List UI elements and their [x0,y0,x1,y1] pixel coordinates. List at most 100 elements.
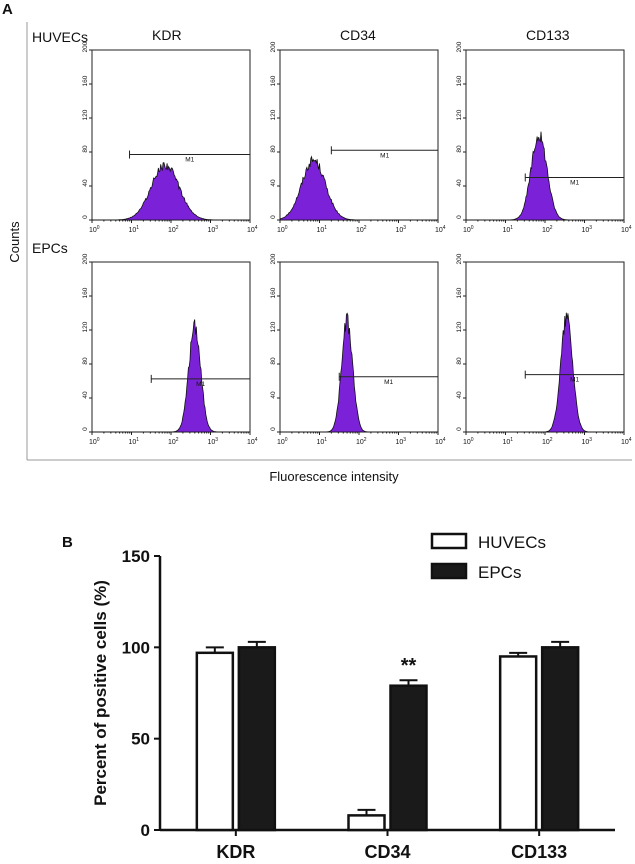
bar-epcs-kdr [237,646,277,832]
gate-label: M1 [196,381,205,388]
x-tick-label: 103 [582,225,593,234]
y-tick-label: 120 [270,109,277,120]
y-tick-label: 0 [456,427,463,431]
y-tick-label: 120 [456,109,463,120]
col-label-cd133: CD133 [526,27,570,43]
x-tick-label: 103 [396,437,407,446]
histogram-area [466,131,624,221]
gate-label: M1 [384,379,393,386]
y-tick-label: 40 [82,179,89,187]
x-tick-label: 100 [463,437,474,446]
y-tick-label: 200 [82,41,89,52]
gate-label: M1 [570,180,579,187]
bar-chart: 0 50 100 150 Percent of positive cells (%) KD… [91,532,615,862]
y-tick-label: 160 [456,287,463,298]
x-tick-label: 102 [168,437,179,446]
y-tick-label: 0 [456,215,463,219]
histogram-frame [91,261,251,433]
y-tick-label: 0 [82,427,89,431]
category-label-cd34: CD34 [364,842,410,862]
y-tick-label: 200 [456,253,463,264]
x-tick-label: 102 [542,437,553,446]
category-label-kdr: KDR [216,842,255,862]
y-tick-label: 120 [270,321,277,332]
y-tick-label: 40 [456,179,463,187]
x-tick-label: 100 [89,225,100,234]
y-tick-label: 0 [270,215,277,219]
histogram-frame [279,261,439,433]
y-tick-label: 40 [270,391,277,399]
x-tick-label: 101 [317,225,328,234]
x-tick-label: 102 [168,225,179,234]
x-tick-label: 103 [582,437,593,446]
histogram-epcs-cd34: 0 40 80 120 160 200 100 101 102 103 104 M1 [270,253,446,446]
legend-swatch-epcs [430,562,468,580]
y-tick-label: 40 [82,391,89,399]
x-tick-label: 104 [435,437,446,446]
x-tick-label: 101 [129,225,140,234]
histogram-area [92,319,250,433]
y-tick-label: 120 [82,109,89,120]
x-tick-label: 101 [503,225,514,234]
y-tick-label: 200 [82,253,89,264]
y-tick-label: 0 [141,821,150,840]
y-tick-label: 80 [456,145,463,153]
bar-huvecs-kdr [195,651,235,832]
x-tick-label: 102 [356,437,367,446]
y-tick-label: 0 [270,427,277,431]
histogram-area [92,162,250,221]
panel-b-label: B [62,534,73,551]
x-tick-label: 104 [247,225,258,234]
y-tick-label: 200 [270,253,277,264]
y-tick-label: 100 [122,638,150,657]
gate-label: M1 [570,377,579,384]
x-tick-label: 100 [277,437,288,446]
x-tick-label: 100 [277,225,288,234]
bar-epcs-cd133 [540,646,580,832]
bar-epcs-cd34 [389,684,428,832]
x-tick-label: 101 [317,437,328,446]
histogram-epcs-kdr: 0 40 80 120 160 200 100 101 102 103 104 M1 [82,253,258,446]
histogram-grid: 0 40 80 120 160 200 100 101 102 103 104 M1 0 40 80 120 1… [82,41,632,446]
row-label-epcs: EPCs [32,240,68,256]
y-tick-label: 50 [131,730,150,749]
y-tick-label: 160 [456,75,463,86]
category-label-cd133: CD133 [511,842,567,862]
fluorescence-axis-label: Fluorescence intensity [269,469,399,484]
bar-huvecs-cd34 [347,814,386,832]
y-tick-label: 160 [82,75,89,86]
legend-swatch-huvecs [430,532,468,550]
row-label-huvecs: HUVECs [32,29,88,45]
y-axis-title: Percent of positive cells (%) [91,580,110,806]
x-tick-label: 102 [542,225,553,234]
y-tick-label: 160 [270,75,277,86]
x-tick-label: 103 [396,225,407,234]
histogram-huvecs-cd133: 0 40 80 120 160 200 100 101 102 103 104 M1 [456,41,632,234]
x-tick-label: 104 [621,225,632,234]
col-label-cd34: CD34 [340,27,376,43]
y-tick-label: 80 [456,357,463,365]
gate-label: M1 [185,157,194,164]
legend-label-huvecs: HUVECs [478,533,546,552]
gate-label: M1 [380,152,389,159]
y-tick-label: 120 [456,321,463,332]
x-tick-label: 104 [435,225,446,234]
y-tick-label: 80 [82,357,89,365]
y-tick-label: 200 [456,41,463,52]
histogram-area [279,155,438,221]
histogram-frame [465,261,625,433]
y-tick-label: 0 [82,215,89,219]
x-tick-label: 100 [463,225,474,234]
histogram-huvecs-kdr: 0 40 80 120 160 200 100 101 102 103 104 M1 [82,41,258,234]
histogram-area [280,312,438,433]
y-tick-label: 160 [270,287,277,298]
histogram-epcs-cd133: 0 40 80 120 160 200 100 101 102 103 104 M1 [456,253,632,446]
y-tick-label: 120 [82,321,89,332]
x-tick-label: 103 [208,437,219,446]
legend-label-epcs: EPCs [478,563,521,582]
y-tick-label: 80 [82,145,89,153]
x-tick-label: 104 [247,437,258,446]
col-label-kdr: KDR [152,27,182,43]
y-tick-label: 160 [82,287,89,298]
